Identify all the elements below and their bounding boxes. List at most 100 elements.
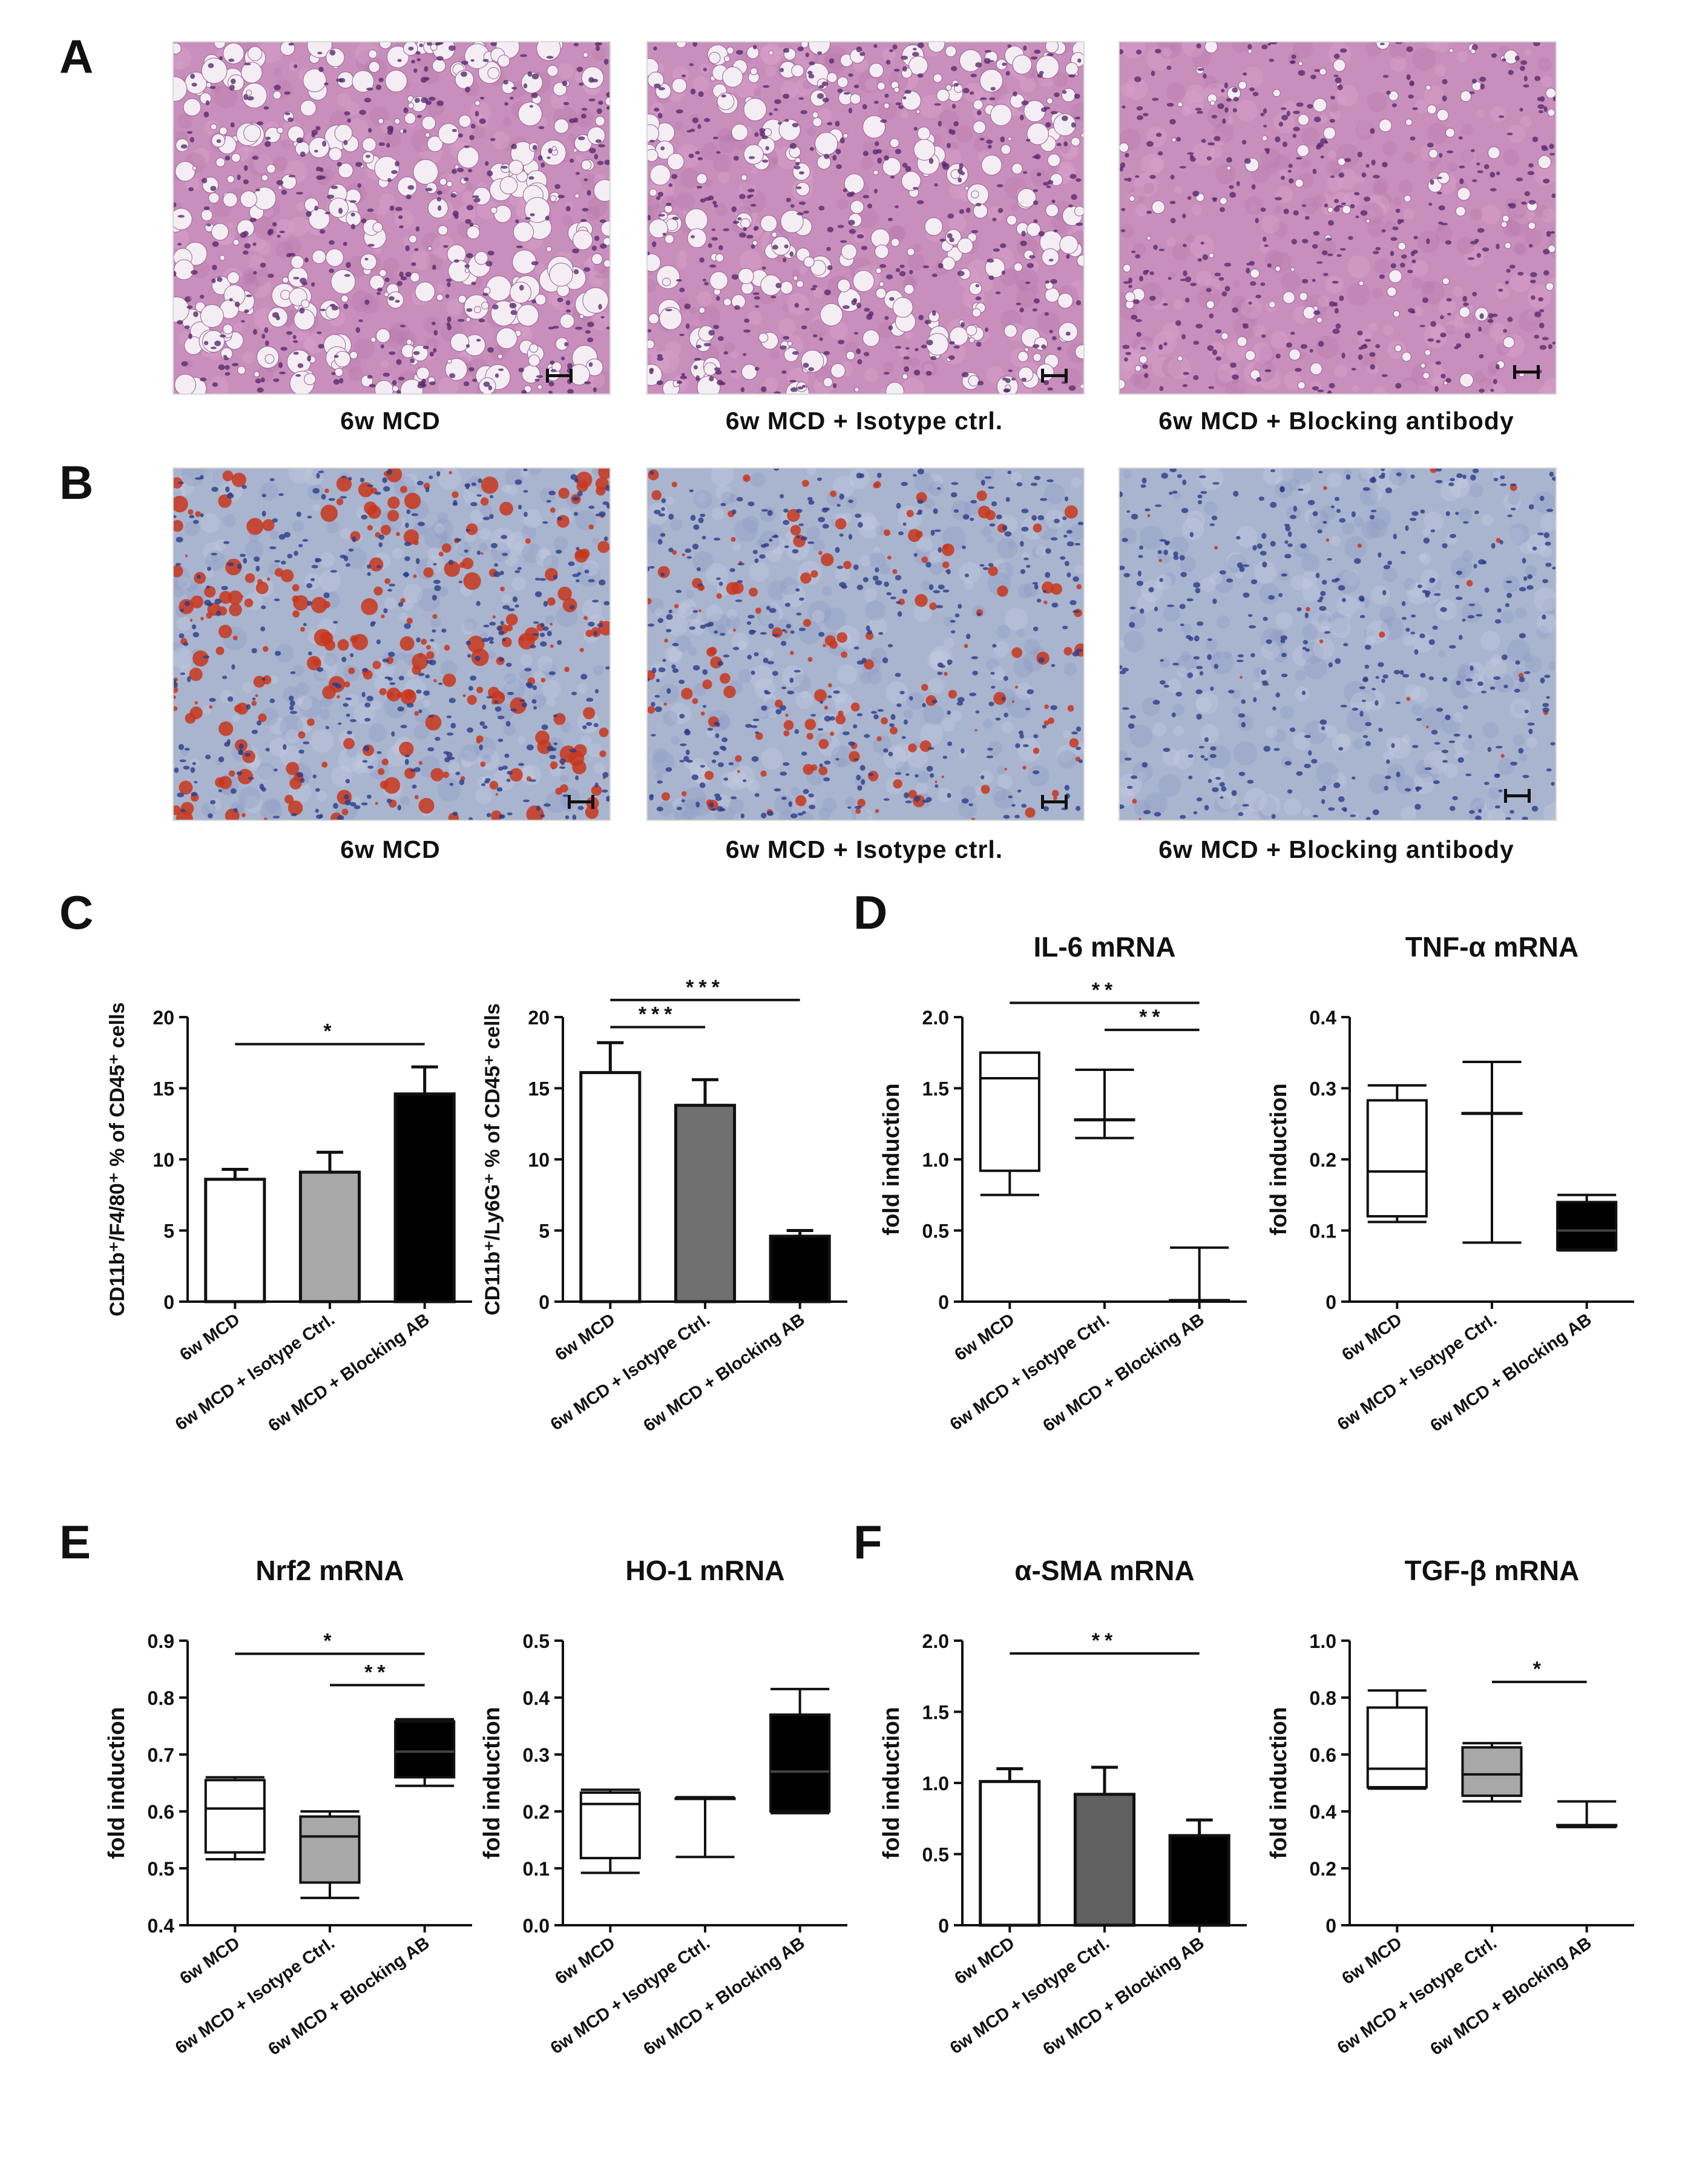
tissue-texture bbox=[177, 616, 191, 631]
cell-nucleus bbox=[1538, 110, 1543, 114]
tissue-texture bbox=[437, 284, 445, 292]
tissue-texture bbox=[504, 673, 516, 684]
cell-nucleus bbox=[824, 154, 830, 159]
tissue-texture bbox=[1302, 808, 1311, 816]
cell-nucleus bbox=[691, 235, 695, 239]
tissue-texture bbox=[1017, 584, 1033, 599]
cell-nucleus bbox=[875, 141, 879, 147]
lipid-droplet bbox=[310, 596, 327, 613]
lipid-droplet bbox=[1011, 647, 1023, 658]
tissue-texture bbox=[860, 157, 874, 170]
fat-vacuole bbox=[873, 170, 879, 176]
cell-nucleus bbox=[993, 248, 1000, 252]
cell-nucleus bbox=[1203, 73, 1207, 79]
fat-vacuole bbox=[215, 157, 226, 168]
cell-nucleus bbox=[584, 381, 591, 384]
cell-nucleus bbox=[876, 472, 882, 478]
fat-vacuole bbox=[665, 234, 674, 244]
cell-nucleus bbox=[344, 111, 350, 116]
cell-nucleus bbox=[1304, 734, 1311, 739]
tissue-texture bbox=[715, 203, 728, 216]
fat-vacuole bbox=[427, 246, 432, 251]
fat-vacuole bbox=[378, 118, 384, 124]
fat-vacuole bbox=[913, 139, 936, 161]
tissue-texture bbox=[992, 786, 1007, 802]
cell-nucleus bbox=[176, 536, 183, 542]
fat-vacuole bbox=[648, 313, 659, 325]
tissue-texture bbox=[1324, 725, 1338, 739]
cell-nucleus bbox=[842, 731, 850, 736]
tissue-texture bbox=[360, 295, 380, 314]
fat-vacuole bbox=[553, 82, 567, 96]
cell-nucleus bbox=[426, 42, 432, 46]
cell-nucleus bbox=[400, 725, 407, 728]
cell-nucleus bbox=[1427, 142, 1434, 148]
cell-nucleus bbox=[548, 148, 553, 154]
cell-nucleus bbox=[856, 46, 862, 53]
cell-nucleus bbox=[457, 318, 465, 322]
tissue-texture bbox=[1162, 748, 1180, 766]
fat-vacuole bbox=[1358, 280, 1364, 286]
lipid-droplet bbox=[492, 615, 496, 619]
cell-nucleus bbox=[986, 139, 993, 144]
cell-nucleus bbox=[343, 242, 347, 246]
cell-nucleus bbox=[1249, 260, 1255, 266]
cell-nucleus bbox=[1018, 730, 1023, 735]
cell-nucleus bbox=[1020, 569, 1026, 575]
cell-nucleus bbox=[1033, 770, 1040, 774]
cell-nucleus bbox=[682, 74, 686, 77]
cell-nucleus bbox=[478, 318, 485, 323]
cell-nucleus bbox=[252, 242, 257, 246]
cell-nucleus bbox=[712, 136, 719, 140]
cell-nucleus bbox=[702, 669, 708, 675]
tissue-texture bbox=[373, 676, 389, 691]
cell-nucleus bbox=[956, 701, 964, 706]
tissue-texture bbox=[930, 650, 951, 671]
cell-nucleus bbox=[278, 534, 286, 540]
cell-nucleus bbox=[361, 691, 366, 697]
tissue-texture bbox=[907, 747, 928, 768]
tissue-texture bbox=[513, 542, 524, 552]
cell-nucleus bbox=[1145, 508, 1151, 512]
lipid-droplet bbox=[381, 614, 385, 619]
tissue-texture bbox=[1274, 154, 1290, 170]
cell-nucleus bbox=[672, 642, 679, 647]
cell-nucleus bbox=[1224, 262, 1232, 267]
fat-vacuole bbox=[603, 237, 609, 246]
tissue-texture bbox=[1509, 271, 1531, 293]
fat-vacuole bbox=[174, 259, 194, 280]
tissue-texture bbox=[1401, 806, 1417, 820]
cell-nucleus bbox=[231, 78, 236, 85]
fat-vacuole bbox=[1545, 88, 1555, 99]
cell-nucleus bbox=[692, 117, 699, 124]
cell-nucleus bbox=[203, 655, 210, 659]
tissue-texture bbox=[1366, 194, 1390, 217]
tissue-texture bbox=[1496, 286, 1509, 300]
cell-nucleus bbox=[294, 64, 298, 68]
tissue-texture bbox=[1176, 654, 1198, 676]
fat-vacuole bbox=[966, 325, 977, 336]
lipid-droplet bbox=[1022, 765, 1026, 770]
cell-nucleus bbox=[1549, 153, 1555, 156]
cell-nucleus bbox=[1042, 725, 1047, 729]
cell-nucleus bbox=[788, 801, 792, 807]
tissue-texture bbox=[389, 321, 410, 343]
lipid-droplet bbox=[444, 645, 450, 651]
cell-nucleus bbox=[1329, 301, 1335, 307]
cell-nucleus bbox=[872, 575, 879, 581]
lipid-droplet bbox=[550, 644, 554, 648]
cell-nucleus bbox=[1479, 313, 1484, 319]
cell-nucleus bbox=[482, 725, 488, 729]
cell-nucleus bbox=[524, 668, 532, 671]
tissue-texture bbox=[1258, 346, 1276, 363]
tissue-texture bbox=[798, 266, 807, 275]
cell-nucleus bbox=[299, 277, 307, 284]
cell-nucleus bbox=[279, 371, 286, 375]
cell-nucleus bbox=[594, 689, 599, 694]
cell-nucleus bbox=[1179, 166, 1186, 169]
cell-nucleus bbox=[1493, 378, 1497, 384]
cell-nucleus bbox=[1149, 174, 1156, 179]
cell-nucleus bbox=[1313, 116, 1321, 122]
cell-nucleus bbox=[218, 364, 225, 371]
lipid-droplet bbox=[459, 562, 465, 568]
